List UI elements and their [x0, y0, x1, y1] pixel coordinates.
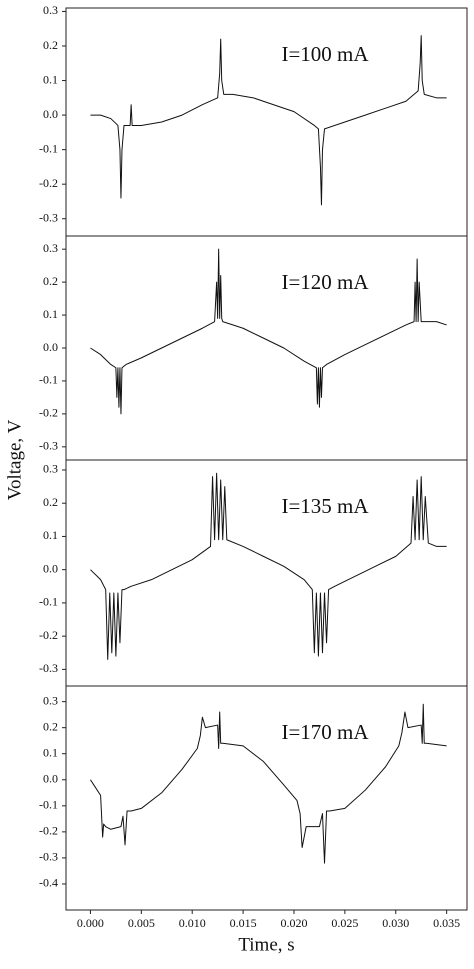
- y-tick-label: -0.3: [39, 850, 58, 864]
- y-tick-label: 0.1: [43, 307, 58, 321]
- y-tick-label: -0.1: [39, 141, 58, 155]
- x-tick-label: 0.020: [280, 916, 307, 930]
- x-axis-label: Time, s: [238, 934, 294, 955]
- current-annotation: I=135 mA: [281, 494, 369, 518]
- panel-frame: [65, 7, 468, 237]
- y-tick-label: -0.4: [39, 876, 58, 890]
- y-tick-label: 0.0: [43, 561, 58, 575]
- y-tick-label: 0.0: [43, 772, 58, 786]
- panel-frame: [65, 235, 468, 461]
- y-tick-label: 0.2: [43, 274, 58, 288]
- x-tick-label: 0.025: [331, 916, 358, 930]
- y-tick-label: -0.2: [39, 824, 58, 838]
- y-tick-label: 0.3: [43, 693, 58, 707]
- current-annotation: I=120 mA: [281, 270, 369, 294]
- y-tick-label: -0.3: [39, 661, 58, 675]
- x-tick-label: 0.000: [77, 916, 104, 930]
- panel-frame: [65, 685, 468, 911]
- y-tick-label: 0.3: [43, 462, 58, 476]
- x-tick-label: 0.035: [433, 916, 460, 930]
- y-tick-label: 0.0: [43, 107, 58, 121]
- y-tick-label: -0.2: [39, 628, 58, 642]
- y-tick-label: -0.2: [39, 176, 58, 190]
- voltage-trace: [90, 703, 447, 864]
- y-tick-label: -0.1: [39, 798, 58, 812]
- voltage-trace: [90, 248, 447, 415]
- y-tick-label: -0.1: [39, 595, 58, 609]
- y-tick-label: 0.3: [43, 3, 58, 17]
- voltage-trace: [90, 472, 447, 660]
- voltage-trace: [90, 35, 447, 206]
- y-tick-label: -0.3: [39, 439, 58, 453]
- panel-frame: [65, 459, 468, 687]
- y-tick-label: 0.0: [43, 340, 58, 354]
- x-tick-label: 0.005: [128, 916, 155, 930]
- y-tick-label: 0.3: [43, 241, 58, 255]
- x-tick-label: 0.015: [230, 916, 257, 930]
- y-tick-label: 0.1: [43, 528, 58, 542]
- x-tick-label: 0.010: [179, 916, 206, 930]
- current-annotation: I=170 mA: [281, 720, 369, 744]
- y-tick-label: -0.2: [39, 406, 58, 420]
- y-tick-label: 0.2: [43, 38, 58, 52]
- y-axis-label: Voltage, V: [4, 419, 25, 500]
- y-tick-label: 0.1: [43, 72, 58, 86]
- y-tick-label: 0.2: [43, 495, 58, 509]
- y-tick-label: -0.1: [39, 373, 58, 387]
- x-tick-label: 0.030: [382, 916, 409, 930]
- current-annotation: I=100 mA: [281, 42, 369, 66]
- y-tick-label: 0.1: [43, 745, 58, 759]
- y-tick-label: -0.3: [39, 210, 58, 224]
- y-tick-label: 0.2: [43, 719, 58, 733]
